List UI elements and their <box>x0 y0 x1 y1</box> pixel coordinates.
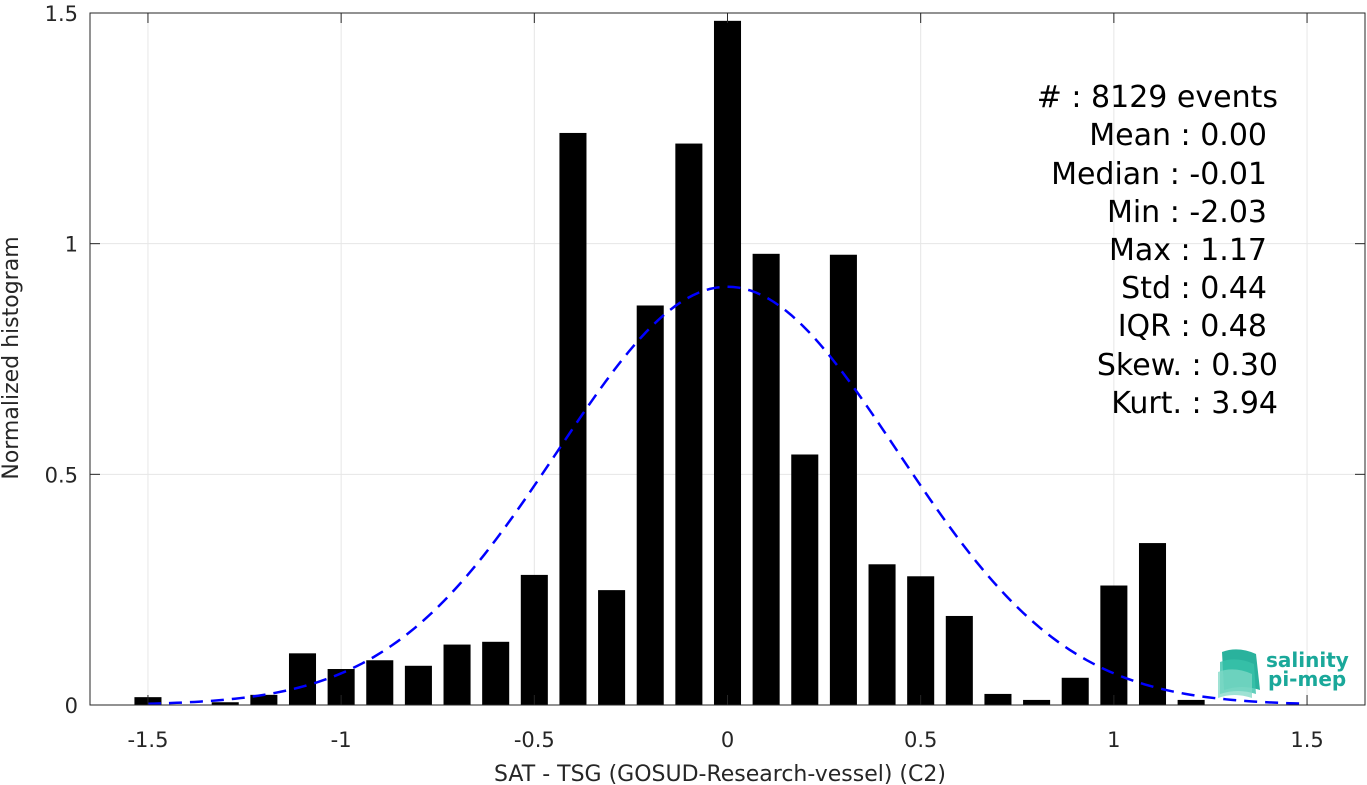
stat-max: Max : 1.17 <box>1109 233 1267 268</box>
histogram-bar <box>211 702 239 705</box>
y-tick-label: 0.5 <box>45 463 78 487</box>
histogram-bar <box>559 132 587 706</box>
histogram-bar <box>1100 585 1128 705</box>
histogram-bar <box>520 574 548 705</box>
histogram-bar <box>1061 677 1089 705</box>
y-axis-label: Normalized histogram <box>0 236 24 479</box>
histogram-bar <box>1138 543 1167 705</box>
histogram-bar <box>482 641 510 705</box>
histogram-bar <box>250 694 278 705</box>
y-tick-label: 1.5 <box>45 2 78 26</box>
waves-icon <box>1218 649 1260 698</box>
histogram-bar <box>984 693 1012 705</box>
histogram-bar <box>404 665 432 705</box>
stat-kurt: Kurt. : 3.94 <box>1111 386 1278 421</box>
histogram-bar <box>829 254 857 706</box>
stats-annotation: # : 8129 events Mean : 0.00 Median : -0.… <box>1037 80 1278 421</box>
histogram-bar <box>1023 699 1051 705</box>
normal-fit-curve <box>147 285 1308 705</box>
x-tick-label: -0.5 <box>514 728 555 752</box>
x-tick-label: -1.5 <box>127 728 168 752</box>
x-tick-label: 1.5 <box>1290 728 1323 752</box>
x-tick-label: 0 <box>721 728 734 752</box>
histogram-bar <box>713 20 742 706</box>
stat-median: Median : -0.01 <box>1051 157 1267 192</box>
y-tick-label: 0 <box>65 694 78 718</box>
x-axis-label: SAT - TSG (GOSUD-Research-vessel) (C2) <box>494 762 946 785</box>
histogram-bar <box>443 644 471 705</box>
stat-mean: Mean : 0.00 <box>1089 118 1267 153</box>
x-tick-label: -1 <box>331 728 352 752</box>
histogram-bar <box>945 615 973 705</box>
histogram-bar <box>791 454 819 705</box>
histogram-bar <box>675 143 703 706</box>
axis-ticks: -1.5 -1 -0.5 0 0.5 1 1.5 0 0.5 1 1.5 <box>45 2 1365 752</box>
stat-count: # : 8129 events <box>1037 80 1278 115</box>
histogram-bar <box>1177 699 1205 705</box>
stat-min: Min : -2.03 <box>1107 195 1267 230</box>
stat-skew: Skew. : 0.30 <box>1097 348 1278 383</box>
histogram-bars <box>134 20 1205 706</box>
logo-line2: pi-mep <box>1268 667 1346 691</box>
x-tick-label: 0.5 <box>904 728 937 752</box>
stat-std: Std : 0.44 <box>1121 271 1267 306</box>
histogram-bar <box>868 564 896 705</box>
histogram-bar <box>907 576 935 705</box>
stat-iqr: IQR : 0.48 <box>1118 309 1267 344</box>
histogram-bar <box>288 653 317 705</box>
x-tick-label: 1 <box>1107 728 1120 752</box>
salinity-pi-mep-logo: salinity pi-mep <box>1218 648 1349 698</box>
histogram-bar <box>366 660 394 705</box>
y-tick-label: 1 <box>65 233 78 257</box>
histogram-bar <box>598 590 626 705</box>
histogram-bar <box>636 305 664 705</box>
logo-line1: salinity <box>1266 648 1349 672</box>
histogram-bar <box>752 253 780 706</box>
